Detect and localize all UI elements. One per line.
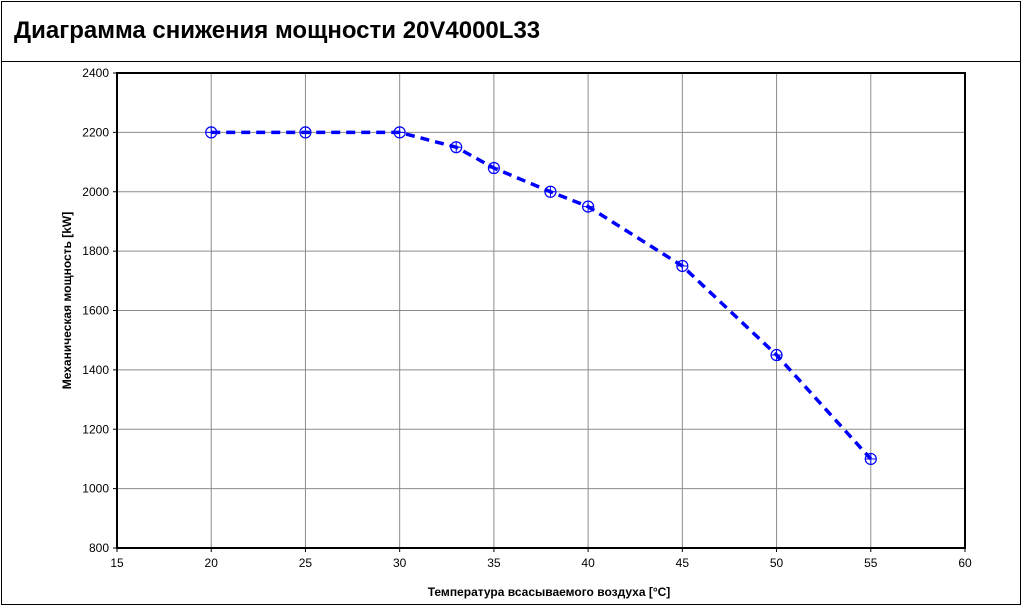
y-tick-label: 1000	[82, 482, 109, 496]
y-tick-label: 2400	[82, 66, 109, 80]
series-line	[211, 130, 873, 461]
data-point-marker	[299, 126, 312, 139]
data-point-marker	[864, 452, 877, 466]
x-tick-label: 50	[770, 556, 784, 570]
data-point-marker	[487, 161, 500, 175]
data-point-marker	[450, 141, 463, 154]
series-group	[205, 126, 877, 466]
title-bar: Диаграмма снижения мощности 20V4000L33	[2, 2, 1020, 62]
y-tick-label: 1600	[82, 304, 109, 318]
y-tick-label: 2000	[82, 185, 109, 199]
data-point-marker	[770, 348, 783, 362]
x-tick-label: 25	[299, 556, 313, 570]
y-tick-label: 1200	[82, 422, 109, 436]
x-tick-label: 60	[958, 556, 972, 570]
y-axis-label: Механическая мощность [kW]	[60, 212, 74, 390]
y-axis-ticks: 800 1000 1200 1400 1600 1800 2000 2200 2400	[82, 66, 117, 555]
x-axis-ticks: 15 20 25 30 35 40 45 50 55 60	[110, 548, 972, 570]
data-point-marker	[582, 200, 595, 213]
y-tick-label: 1400	[82, 363, 109, 377]
x-tick-label: 35	[487, 556, 501, 570]
y-tick-label: 2200	[82, 125, 109, 139]
x-tick-label: 20	[205, 556, 219, 570]
data-point-marker	[676, 259, 689, 273]
x-axis-label: Температура всасываемого воздуха [°C]	[428, 585, 671, 599]
y-tick-label: 1800	[82, 244, 109, 258]
data-point-marker	[393, 126, 406, 139]
data-point-marker	[205, 126, 218, 139]
x-tick-label: 45	[676, 556, 690, 570]
data-point-marker	[544, 185, 557, 198]
x-tick-label: 40	[581, 556, 595, 570]
chart-title: Диаграмма снижения мощности 20V4000L33	[14, 17, 541, 44]
y-tick-label: 800	[89, 541, 109, 555]
grid-lines	[116, 72, 966, 549]
x-tick-label: 55	[864, 556, 878, 570]
x-tick-label: 15	[110, 556, 124, 570]
x-tick-label: 30	[393, 556, 407, 570]
